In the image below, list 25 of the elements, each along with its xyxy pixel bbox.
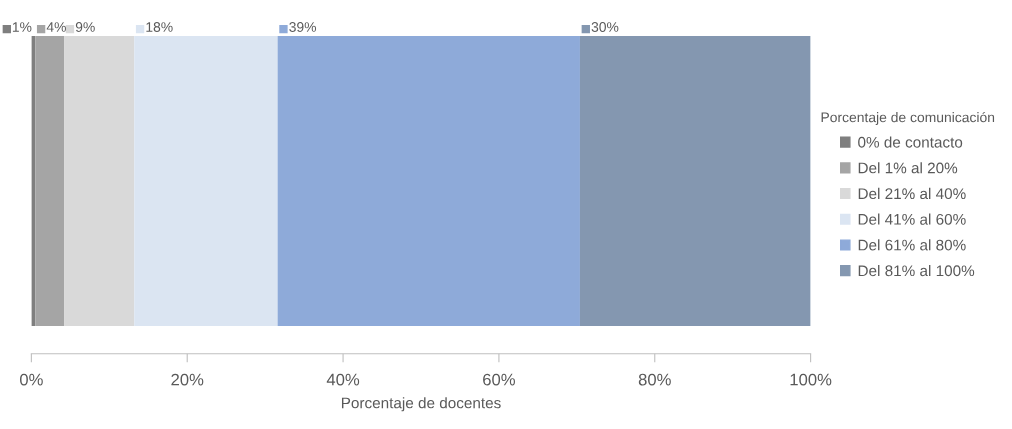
legend-label: Del 41% al 60%	[858, 213, 966, 225]
x-tick-label: 80%	[638, 373, 671, 386]
legend-label: Del 21% al 40%	[858, 187, 966, 200]
bar	[277, 36, 580, 327]
x-axis-title: Porcentaje de docentes	[341, 397, 501, 412]
data-label: 30%	[591, 22, 619, 32]
x-tick-label: 20%	[171, 373, 204, 386]
legend-label: Del 1% al 20%	[858, 162, 958, 174]
bar	[64, 36, 135, 327]
legend-label: Del 81% al 100%	[858, 264, 975, 277]
bar	[35, 36, 65, 327]
x-tick-label: 0%	[19, 373, 43, 386]
legend-label: Del 61% al 80%	[858, 239, 966, 251]
data-label: 39%	[289, 22, 317, 32]
legend-title: Porcentaje de comunicación	[821, 111, 995, 125]
x-tick-label: 60%	[483, 373, 515, 386]
data-label: 18%	[146, 22, 173, 32]
bar	[134, 36, 278, 327]
bar	[579, 36, 811, 327]
data-label: 1%	[12, 22, 32, 32]
data-label: 4%	[46, 22, 66, 32]
x-tick-label: 100%	[790, 373, 832, 386]
legend-label: 0% de contacto	[858, 136, 963, 148]
x-tick-label: 40%	[326, 373, 360, 386]
data-label: 9%	[75, 22, 95, 32]
